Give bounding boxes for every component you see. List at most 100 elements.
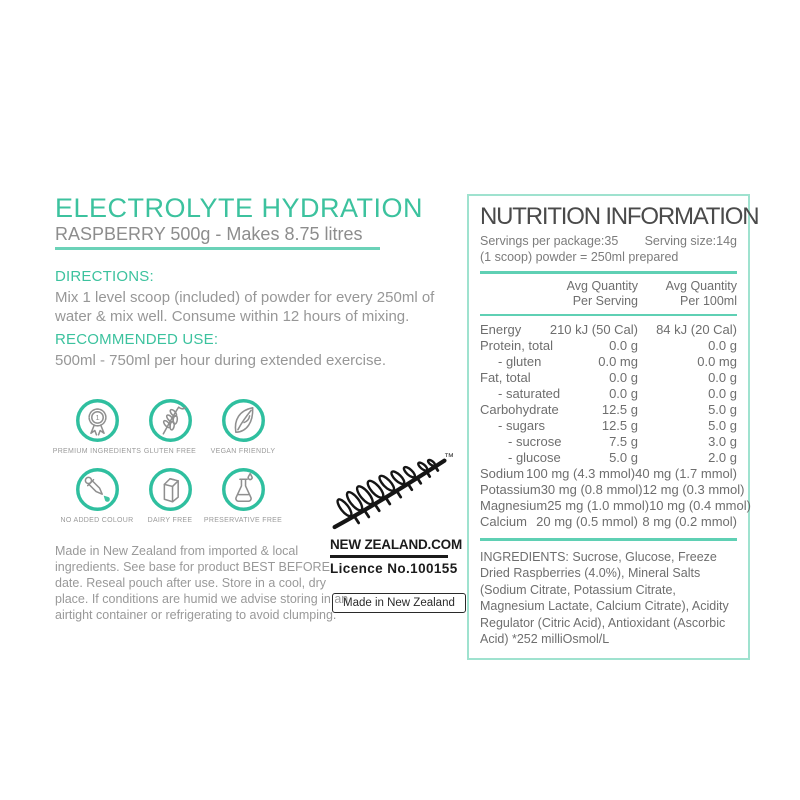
nutrition-title: NUTRITION INFORMATION — [480, 203, 760, 230]
newzealand-com-wordmark: NEW ZEALAND.COM — [330, 537, 462, 552]
nutrient-per-100ml: 10 mg (0.4 mmol) — [649, 498, 751, 513]
wheat-icon — [148, 399, 192, 442]
nutrient-label: Protein, total — [480, 338, 553, 353]
nutrient-per-serving: 12.5 g — [601, 418, 638, 433]
licence-number: Licence No.100155 — [330, 560, 458, 576]
nutrient-per-serving: 0.0 g — [609, 370, 638, 385]
col-header-per-serving: Avg Quantity Per Serving — [566, 278, 638, 308]
nutrient-per-serving: 12.5 g — [601, 402, 638, 417]
nutrition-row: Energy 210 kJ (50 Cal) 84 kJ (20 Cal) — [480, 322, 737, 338]
badge-no-added-colour: NO ADDED COLOUR — [55, 467, 139, 524]
nutrition-panel: NUTRITION INFORMATION Servings per packa… — [467, 194, 760, 660]
serving-size: Serving size:14g — [644, 234, 737, 248]
nutrition-row: - gluten 0.0 mg 0.0 mg — [480, 354, 737, 370]
nutrient-per-serving: 0.0 g — [609, 386, 638, 401]
milk-carton-icon — [148, 468, 192, 511]
badge-label: GLUTEN FREE — [143, 448, 197, 455]
nutrition-row: Potassium 30 mg (0.8 mmol) 12 mg (0.3 mm… — [480, 482, 744, 498]
col-header-per-100ml: Avg Quantity Per 100ml — [665, 278, 737, 308]
badge-label: NO ADDED COLOUR — [60, 517, 134, 524]
nutrient-per-100ml: 0.0 mg — [697, 354, 737, 369]
nutrition-row: Fat, total 0.0 g 0.0 g — [480, 370, 737, 386]
badge-gluten-free: GLUTEN FREE — [139, 398, 201, 455]
nutrient-per-serving: 20 mg (0.5 mmol) — [536, 514, 638, 529]
badge-label: VEGAN FRIENDLY — [210, 448, 276, 455]
feature-badges: 1 PREMIUM INGREDIENTS GLUTEN FREE — [52, 398, 285, 524]
badge-premium-ingredients: 1 PREMIUM INGREDIENTS — [52, 398, 142, 455]
nutrition-row: Calcium 20 mg (0.5 mmol) 8 mg (0.2 mmol) — [480, 514, 737, 530]
nutrient-per-100ml: 8 mg (0.2 mmol) — [642, 514, 737, 529]
table-divider — [480, 313, 737, 316]
nutrient-label: Sodium — [480, 466, 525, 481]
table-divider — [480, 271, 737, 274]
nutrient-label: - saturated — [498, 386, 561, 401]
directions-heading: DIRECTIONS: — [55, 268, 154, 285]
nutrition-column-headers: Avg Quantity Per Serving Avg Quantity Pe… — [480, 279, 737, 309]
ingredients-text: INGREDIENTS: Sucrose, Glucose, Freeze Dr… — [480, 549, 729, 647]
nutrient-per-100ml: 5.0 g — [708, 418, 737, 433]
nutrient-label: Magnesium — [480, 498, 548, 513]
nutrition-row: - sucrose 7.5 g 3.0 g — [480, 434, 737, 450]
storage-note: Made in New Zealand from imported & loca… — [55, 544, 349, 622]
nutrition-row: - glucose 5.0 g 2.0 g — [480, 450, 737, 466]
silver-fern-logo: ™ — [330, 450, 454, 534]
product-subtitle: RASPBERRY 500g - Makes 8.75 litres — [55, 224, 363, 244]
nutrient-per-100ml: 12 mg (0.3 mmol) — [642, 482, 745, 497]
nutrient-per-serving: 100 mg (4.3 mmol) — [526, 466, 636, 481]
page-title: ELECTROLYTE HYDRATION — [55, 193, 424, 223]
nutrient-label: - sucrose — [508, 434, 562, 449]
nutrient-label: - glucose — [508, 450, 561, 465]
nutrient-per-100ml: 2.0 g — [708, 450, 737, 465]
recommended-use-text: 500ml - 750ml per hour during extended e… — [55, 352, 387, 369]
nutrient-per-100ml: 5.0 g — [708, 402, 737, 417]
nutrient-label: - sugars — [498, 418, 545, 433]
nutrition-row: - sugars 12.5 g 5.0 g — [480, 418, 737, 434]
award-rosette-icon: 1 — [75, 399, 119, 442]
nutrient-label: - gluten — [498, 354, 542, 369]
nutrient-per-100ml: 84 kJ (20 Cal) — [656, 322, 737, 337]
nutrition-row: Protein, total 0.0 g 0.0 g — [480, 338, 737, 354]
directions-text: Mix 1 level scoop (included) of powder f… — [55, 289, 435, 325]
made-in-new-zealand-badge: Made in New Zealand — [332, 592, 466, 613]
nutrient-label: Calcium — [480, 514, 527, 529]
nutrient-per-serving: 210 kJ (50 Cal) — [549, 322, 638, 337]
nutrient-per-100ml: 0.0 g — [708, 370, 737, 385]
nutrient-per-100ml: 0.0 g — [708, 386, 737, 401]
nutrient-per-serving: 25 mg (1.0 mmol) — [547, 498, 650, 513]
nutrient-per-serving: 0.0 g — [609, 338, 638, 353]
nutrient-per-serving: 7.5 g — [609, 434, 638, 449]
nutrition-row: Sodium 100 mg (4.3 mmol) 40 mg (1.7 mmol… — [480, 466, 737, 482]
nutrient-per-100ml: 40 mg (1.7 mmol) — [635, 466, 737, 481]
badge-dairy-free: DAIRY FREE — [139, 467, 201, 524]
nutrient-label: Fat, total — [480, 370, 531, 385]
nutrient-per-100ml: 0.0 g — [708, 338, 737, 353]
nutrition-row: Carbohydrate 12.5 g 5.0 g — [480, 402, 737, 418]
badge-label: PREMIUM INGREDIENTS — [52, 448, 142, 455]
leaf-icon — [221, 399, 265, 442]
dropper-icon — [75, 468, 119, 511]
nutrient-per-serving: 30 mg (0.8 mmol) — [540, 482, 643, 497]
trademark-symbol: ™ — [444, 452, 454, 463]
fernmark-divider — [330, 555, 448, 558]
nutrient-label: Carbohydrate — [480, 402, 559, 417]
badge-vegan-friendly: VEGAN FRIENDLY — [201, 398, 285, 455]
nutrient-per-serving: 5.0 g — [609, 450, 638, 465]
scoop-note: (1 scoop) powder = 250ml prepared — [480, 250, 679, 264]
fern-icon — [332, 458, 447, 530]
nutrition-table: Energy 210 kJ (50 Cal) 84 kJ (20 Cal) Pr… — [480, 322, 751, 530]
badge-label: DAIRY FREE — [147, 517, 193, 524]
badge-label: PRESERVATIVE FREE — [203, 517, 283, 524]
flask-icon — [221, 468, 265, 511]
table-divider — [480, 538, 737, 541]
title-divider — [55, 247, 380, 250]
nutrition-row: - saturated 0.0 g 0.0 g — [480, 386, 737, 402]
fernmark-block: ™ NEW ZEALAND.COM Licence No.100155 Made… — [330, 450, 466, 613]
nutrient-label: Potassium — [480, 482, 541, 497]
nutrient-per-100ml: 3.0 g — [708, 434, 737, 449]
servings-per-package: Servings per package:35 — [480, 234, 619, 248]
nutrition-row: Magnesium 25 mg (1.0 mmol) 10 mg (0.4 mm… — [480, 498, 751, 514]
nutrient-label: Energy — [480, 322, 522, 337]
recommended-use-heading: RECOMMENDED USE: — [55, 331, 219, 348]
nutrient-per-serving: 0.0 mg — [598, 354, 638, 369]
